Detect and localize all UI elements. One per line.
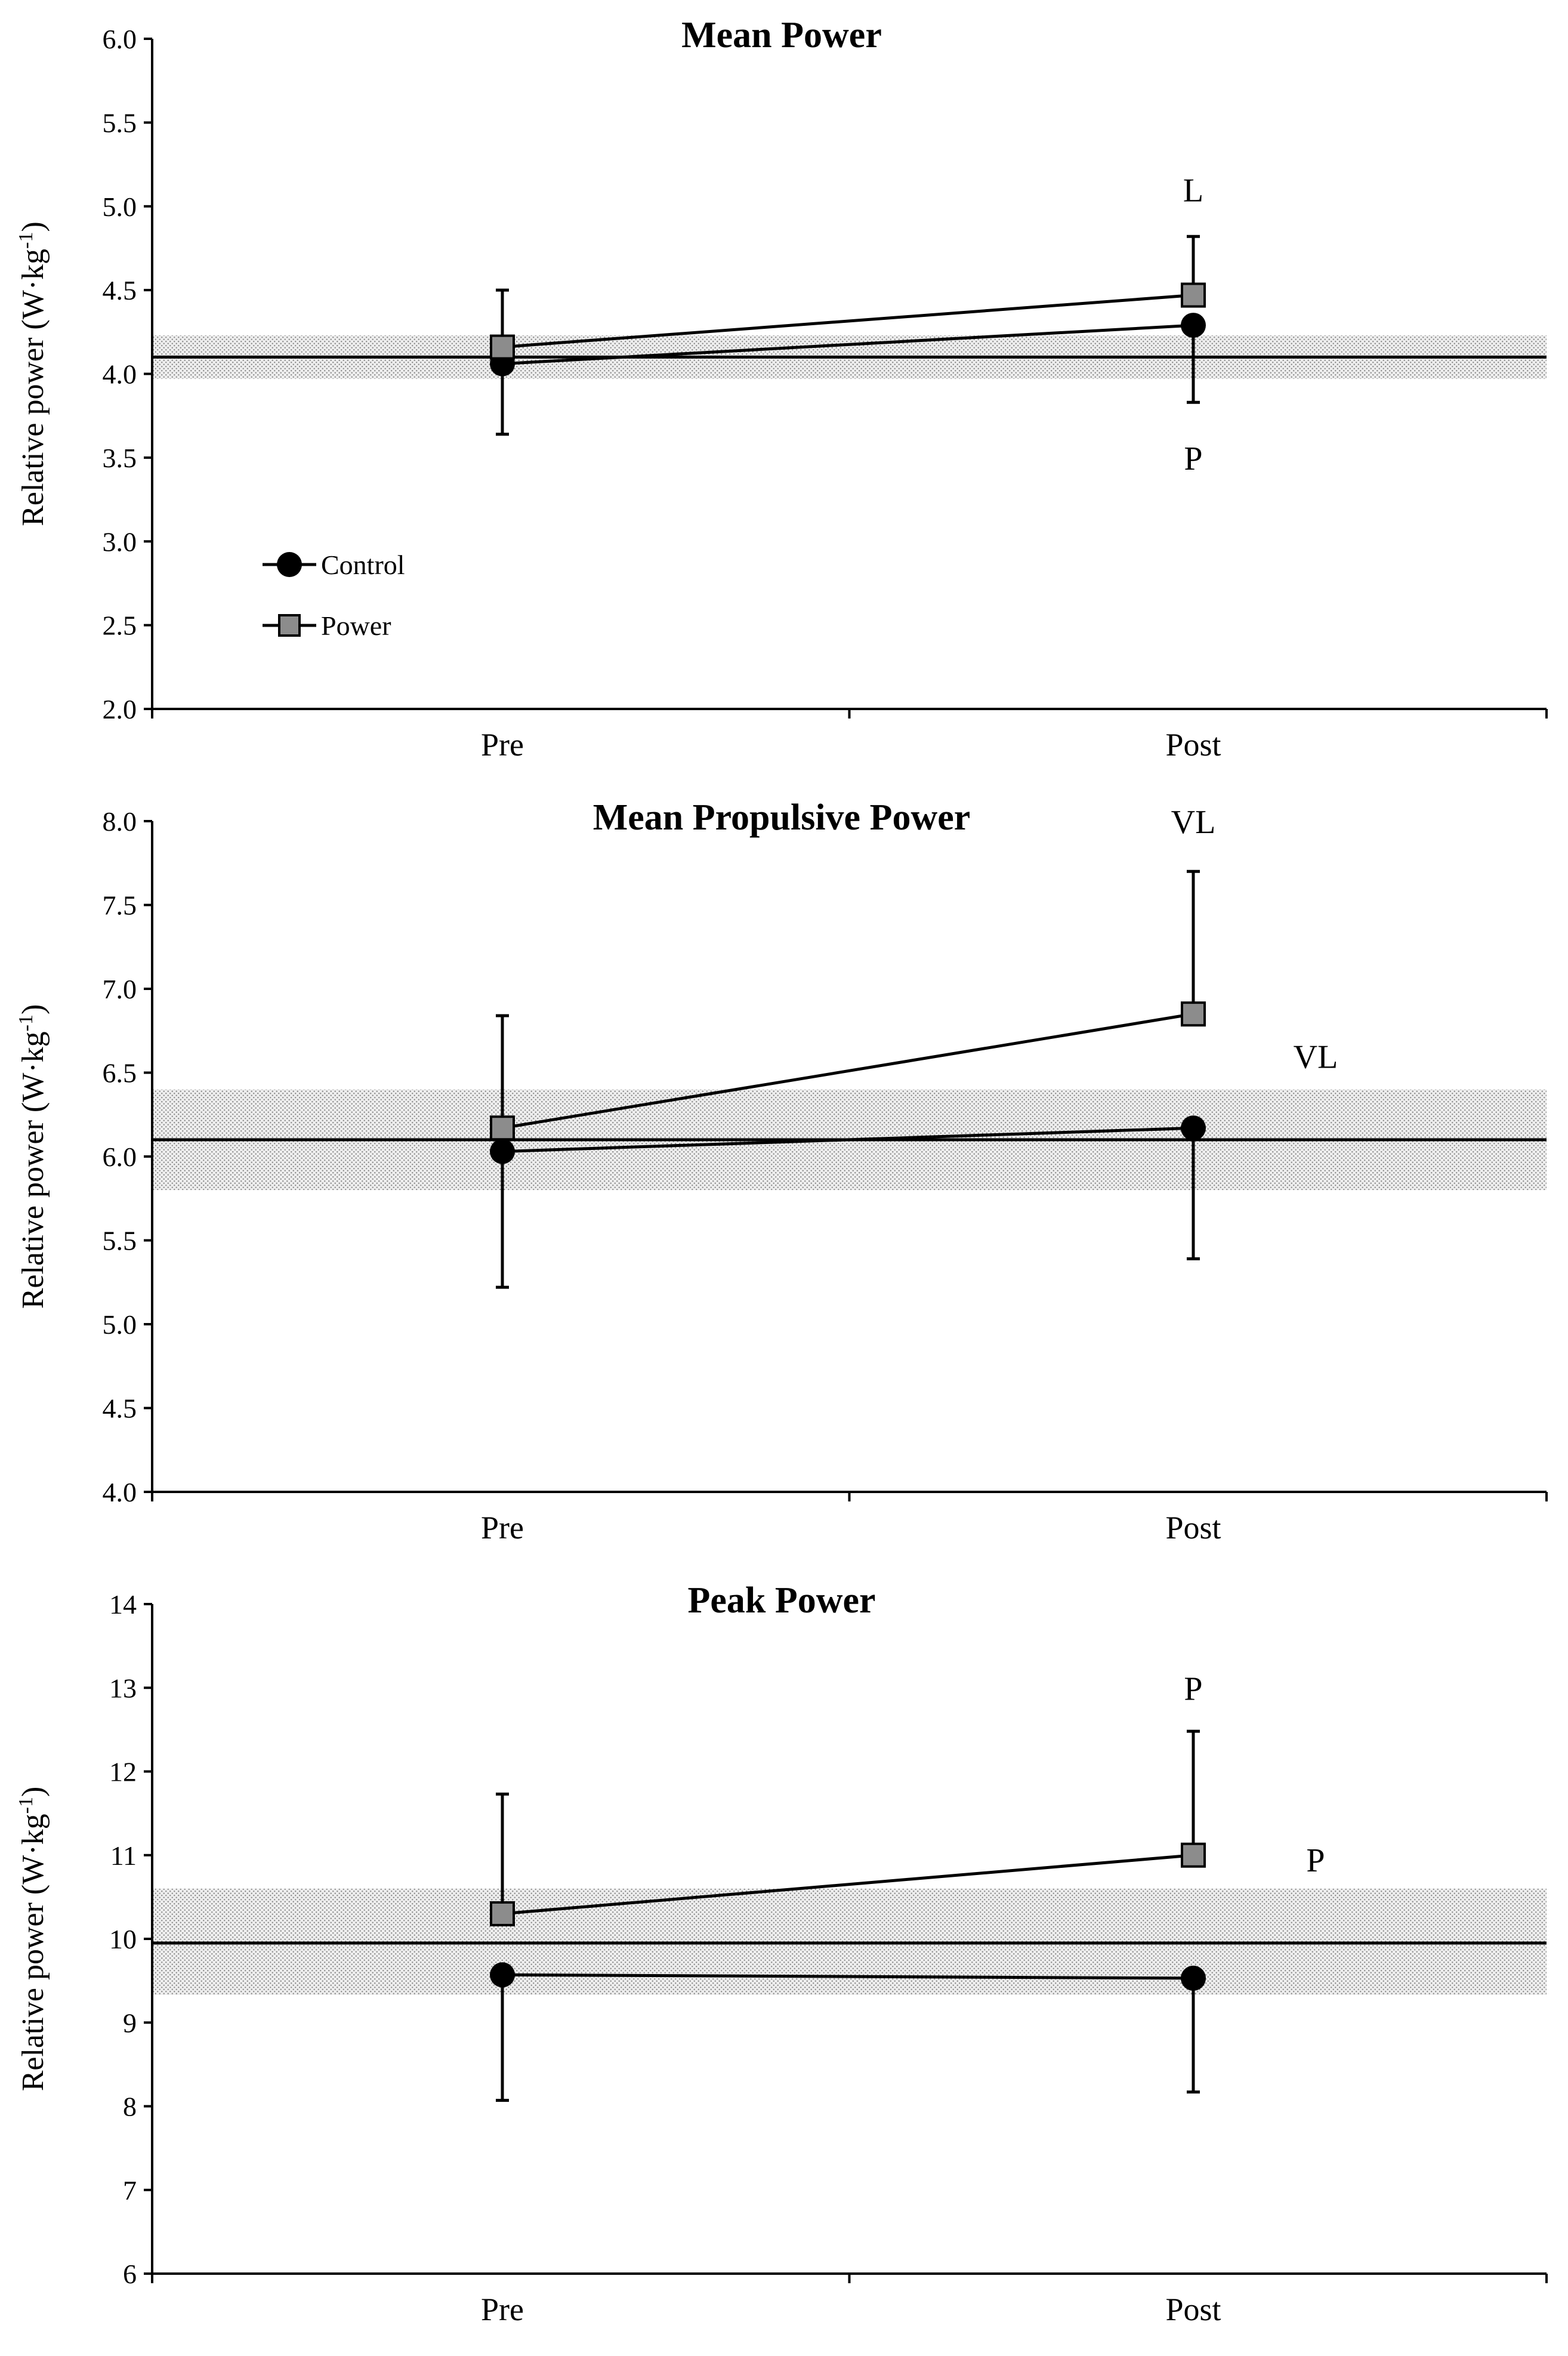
x-category-label: Pre: [481, 2292, 524, 2327]
y-tick-label: 13: [109, 1673, 137, 1703]
y-tick-label: 4.0: [103, 359, 137, 390]
chart-title: Peak Power: [687, 1580, 875, 1621]
y-tick-label: 5.5: [103, 1226, 137, 1256]
x-category-label: Post: [1165, 1510, 1221, 1546]
significance-annotation: VL: [1294, 1038, 1338, 1075]
x-category-label: Post: [1165, 2292, 1221, 2327]
series-line-control: [502, 1973, 1194, 1980]
data-point-power: [490, 1901, 515, 1926]
data-point-control: [1181, 1115, 1206, 1141]
y-tick-label: 7: [123, 2175, 137, 2206]
y-tick-label: 8: [123, 2092, 137, 2122]
significance-annotation: P: [1306, 1842, 1325, 1879]
legend-marker-power: [278, 614, 301, 637]
y-tick-label: 4.0: [103, 1477, 137, 1507]
y-tick-label: 7.5: [103, 890, 137, 921]
y-tick-label: 6.5: [103, 1058, 137, 1088]
y-tick-label: 11: [110, 1840, 137, 1871]
y-tick-label: 12: [109, 1757, 137, 1787]
x-category-label: Pre: [481, 727, 524, 763]
data-point-power: [490, 1115, 515, 1141]
series-line-power: [502, 1012, 1194, 1130]
y-tick-label: 3.0: [103, 526, 137, 557]
data-point-power: [1181, 1001, 1206, 1027]
chart-title: Mean Power: [681, 15, 882, 55]
chart-panel-3: 6 7 8 9 10 11 12 13 14 Pre Post Peak Power Relative …: [15, 1580, 1548, 2327]
series-line-control: [502, 323, 1194, 366]
legend-label: Control: [321, 550, 405, 580]
data-point-power: [1181, 282, 1206, 308]
significance-annotation: P: [1184, 440, 1202, 477]
y-tick-label: 4.5: [103, 275, 137, 306]
legend: Control Power: [263, 550, 405, 641]
y-tick-label: 6.0: [103, 1142, 137, 1172]
y-tick-label: 9: [123, 2007, 137, 2038]
series-line-control: [502, 1126, 1194, 1154]
data-point-power: [1181, 1842, 1206, 1868]
y-tick-label: 3.5: [103, 443, 137, 473]
chart-panel-1: 2.0 2.5 3.0 3.5 4.0 4.5 5.0 5.5 6.0 Pre Post Mean P…: [15, 15, 1548, 763]
y-tick-label: 10: [109, 1924, 137, 1954]
y-tick-label: 4.5: [103, 1393, 137, 1424]
y-tick-label: 7.0: [103, 974, 137, 1004]
significance-annotation: VL: [1171, 804, 1216, 841]
y-tick-label: 6: [123, 2259, 137, 2289]
significance-annotation: L: [1183, 172, 1203, 209]
legend-marker-control: [277, 552, 302, 577]
data-point-power: [490, 334, 515, 360]
chart-panel-2: 4.0 4.5 5.0 5.5 6.0 6.5 7.0 7.5 8.0 Pre Post Mean P…: [15, 797, 1548, 1546]
data-point-control: [1181, 1965, 1206, 1991]
data-point-control: [1181, 313, 1206, 338]
y-tick-label: 2.5: [103, 610, 137, 641]
x-category-label: Post: [1165, 727, 1221, 763]
y-axis-label: Relative power (W·kg-1): [15, 1787, 50, 2092]
series-line-power: [502, 1854, 1194, 1916]
y-tick-label: 6.0: [103, 24, 137, 54]
y-tick-label: 5.0: [103, 192, 137, 222]
y-tick-label: 14: [109, 1589, 137, 1620]
y-tick-label: 2.0: [103, 694, 137, 724]
chart-title: Mean Propulsive Power: [593, 797, 971, 838]
x-category-label: Pre: [481, 1510, 524, 1546]
y-axis-label: Relative power (W·kg-1): [15, 1004, 50, 1309]
significance-annotation: P: [1184, 1670, 1202, 1707]
legend-label: Power: [321, 610, 391, 641]
y-axis-label: Relative power (W·kg-1): [15, 221, 50, 526]
series-line-power: [502, 294, 1194, 349]
data-point-control: [490, 1139, 515, 1164]
y-tick-label: 8.0: [103, 806, 137, 837]
y-tick-label: 5.5: [103, 107, 137, 138]
data-point-control: [490, 1962, 515, 1988]
y-tick-label: 5.0: [103, 1309, 137, 1340]
